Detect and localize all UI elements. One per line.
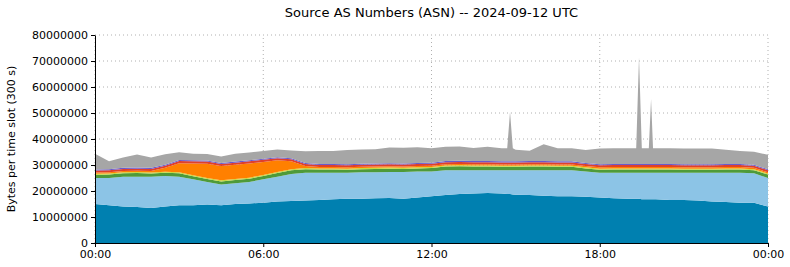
y-tick-mark [91, 61, 95, 62]
y-tick-mark [91, 217, 95, 218]
chart-svg: 00:0006:0012:0018:0000:00010000000200000… [0, 0, 790, 267]
y-axis: 0 10000000 20000000 30000000 40000000 5000000… [32, 29, 96, 250]
y-grid-line [95, 35, 768, 36]
y-tick-label: 80000000 [32, 29, 88, 42]
area-series [95, 57, 768, 169]
y-tick-mark [91, 165, 95, 166]
y-tick: 20000000 [32, 185, 95, 198]
y-axis-title: Bytes per time slot (300 s) [5, 66, 18, 213]
x-tick-label: 12:00 [416, 248, 448, 261]
y-tick-label: 30000000 [32, 159, 88, 172]
y-tick-mark [91, 139, 95, 140]
plot-area [95, 57, 768, 243]
y-tick: 30000000 [32, 159, 95, 172]
x-tick-mark [600, 243, 601, 247]
x-tick: 06:00 [248, 243, 280, 261]
x-tick-mark [768, 243, 769, 247]
x-tick: 00:00 [753, 243, 785, 261]
y-grid-line [95, 113, 768, 114]
y-tick: 10000000 [32, 211, 95, 224]
x-tick-label: 18:00 [584, 248, 616, 261]
x-tick-mark [95, 243, 96, 247]
y-tick-label: 0 [81, 237, 88, 250]
y-tick-label: 20000000 [32, 185, 88, 198]
y-tick-mark [91, 191, 95, 192]
y-tick: 70000000 [32, 55, 95, 68]
y-grid-line [95, 61, 768, 62]
y-tick: 50000000 [32, 107, 95, 120]
y-tick-label: 60000000 [32, 81, 88, 94]
chart-title: Source AS Numbers (ASN) -- 2024-09-12 UT… [285, 5, 578, 20]
x-tick-label: 00:00 [753, 248, 785, 261]
y-grid-line [95, 87, 768, 88]
y-tick-mark [91, 35, 95, 36]
x-tick-label: 06:00 [248, 248, 280, 261]
y-axis-line [95, 36, 96, 244]
chart-container: 00:0006:0012:0018:0000:00010000000200000… [0, 0, 790, 267]
x-tick: 12:00 [416, 243, 448, 261]
y-tick: 60000000 [32, 81, 95, 94]
x-tick-mark [432, 243, 433, 247]
y-tick: 40000000 [32, 133, 95, 146]
y-tick-label: 50000000 [32, 107, 88, 120]
y-tick-mark [91, 87, 95, 88]
y-tick-label: 70000000 [32, 55, 88, 68]
x-tick-mark [263, 243, 264, 247]
y-tick-label: 10000000 [32, 211, 88, 224]
x-tick: 18:00 [584, 243, 616, 261]
y-tick-mark [91, 113, 95, 114]
y-tick-mark [91, 243, 95, 244]
grid [95, 35, 768, 243]
y-tick: 80000000 [32, 29, 95, 42]
y-tick: 0 [81, 237, 95, 250]
y-grid-line [95, 139, 768, 140]
x-axis: 00:0006:0012:0018:0000:00 [80, 243, 785, 261]
y-tick-label: 40000000 [32, 133, 88, 146]
